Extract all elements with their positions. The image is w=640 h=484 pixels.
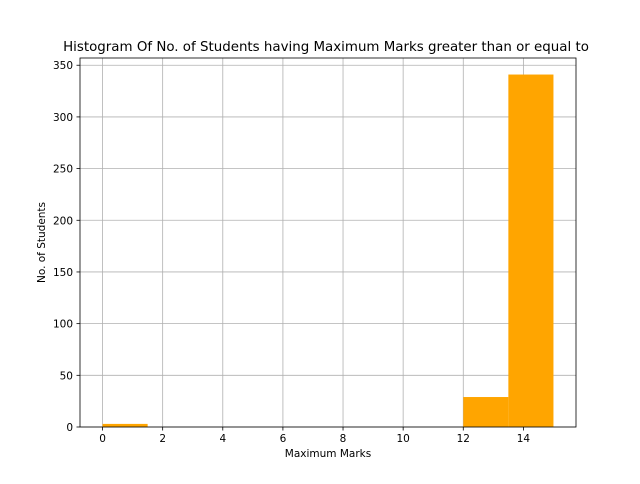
x-axis-ticks: 0 2 4 6 8 10 12 14 [99, 427, 530, 445]
y-tick-label: 300 [53, 112, 73, 124]
y-tick-label: 250 [53, 164, 73, 176]
y-tick-label: 350 [53, 60, 73, 72]
x-axis-label: Maximum Marks [285, 448, 371, 460]
histogram-bar [463, 397, 509, 427]
x-tick-label: 2 [159, 433, 166, 445]
y-tick-label: 200 [53, 215, 73, 227]
y-tick-label: 50 [60, 370, 73, 382]
y-axis-label: No. of Students [36, 202, 48, 283]
histogram-bar [102, 423, 148, 427]
x-tick-label: 6 [280, 433, 287, 445]
x-tick-label: 10 [396, 433, 409, 445]
x-tick-label: 4 [219, 433, 226, 445]
x-tick-label: 8 [340, 433, 347, 445]
y-axis-ticks: 0 50 100 150 200 250 300 350 [53, 60, 80, 434]
chart-title: Histogram Of No. of Students having Maxi… [63, 40, 589, 55]
grid-lines [80, 58, 576, 428]
x-tick-label: 14 [517, 433, 531, 445]
histogram-bar [508, 74, 554, 428]
y-tick-label: 150 [53, 267, 73, 279]
histogram-bars [102, 74, 554, 428]
plot-area-frame [79, 57, 577, 428]
y-tick-label: 0 [66, 422, 73, 434]
y-tick-label: 100 [53, 319, 73, 331]
x-tick-label: 12 [457, 433, 470, 445]
x-tick-label: 0 [99, 433, 106, 445]
